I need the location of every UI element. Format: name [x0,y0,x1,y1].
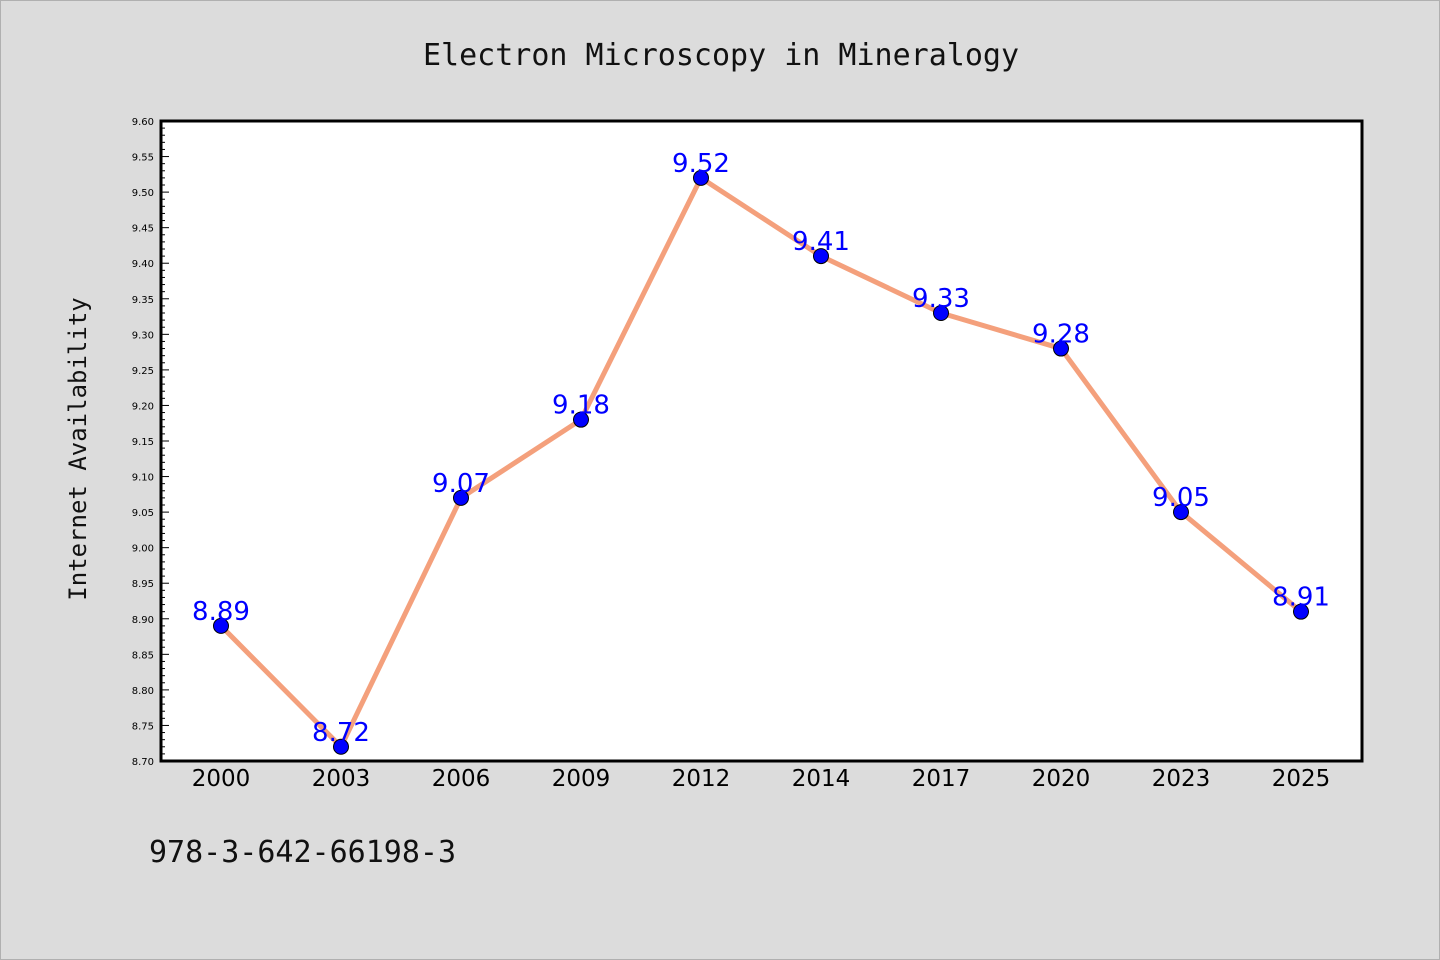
x-tick-label: 2025 [1272,766,1331,792]
data-label: 9.18 [552,391,610,421]
data-point [693,169,709,186]
data-label: 9.33 [912,284,970,314]
y-tick-label: 8.70 [132,757,154,768]
x-tick-label: 2003 [312,766,371,792]
y-tick-label: 9.50 [132,188,154,199]
y-tick-label: 9.15 [132,437,154,448]
x-tick-label: 2012 [672,766,731,792]
data-point [1173,504,1189,521]
data-label: 8.89 [192,597,250,627]
y-tick-label: 9.25 [132,366,154,377]
x-axis: 2000 2003 2006 2009 2012 2014 2017 2020 2023 2025 [192,766,1331,792]
y-axis-label: Internet Availability [64,297,92,600]
data-series [213,169,1309,755]
data-point [813,248,829,265]
y-tick-label: 9.05 [132,508,154,519]
y-tick-label: 9.45 [132,224,154,235]
data-label: 9.52 [672,149,730,179]
data-label: 9.07 [432,469,490,499]
y-tick-label: 9.00 [132,544,154,555]
data-labels: 8.89 8.72 9.07 9.18 9.52 9.41 9.33 9.28 9.05 8.91 [192,149,1330,748]
x-tick-label: 2014 [792,766,851,792]
data-point [333,738,349,755]
x-tick-label: 2006 [432,766,491,792]
data-point [933,305,949,321]
data-point [1293,603,1309,620]
y-tick-label: 8.95 [132,579,154,590]
data-label: 9.41 [792,227,850,257]
y-tick-label: 9.20 [132,401,154,412]
data-point [1053,340,1069,357]
x-tick-label: 2020 [1032,766,1091,792]
x-tick-label: 2017 [912,766,971,792]
isbn-code: 978-3-642-66198-3 [149,835,457,870]
x-tick-label: 2000 [192,766,251,792]
y-tick-label: 8.80 [132,686,154,697]
y-tick-label: 9.60 [132,117,154,128]
data-label: 8.91 [1272,583,1330,613]
y-axis: 8.70 8.75 8.80 8.85 8.90 8.95 9.00 9.05 9.10 9.15… [132,117,169,768]
y-tick-label: 8.90 [132,615,154,626]
plot-area [159,119,1364,763]
data-point [573,411,589,428]
series-line [219,175,1303,750]
y-tick-label: 9.10 [132,473,154,484]
data-label: 9.28 [1032,320,1090,350]
y-tick-label: 8.75 [132,721,154,732]
y-tick-label: 9.30 [132,330,154,341]
y-tick-label: 9.35 [132,295,154,306]
data-point [453,489,469,506]
y-tick-label: 9.40 [132,259,154,270]
data-label: 8.72 [312,718,370,748]
chart-title: Electron Microscopy in Mineralogy [423,38,1019,73]
x-tick-label: 2009 [552,766,611,792]
data-label: 9.05 [1152,483,1210,513]
x-tick-label: 2023 [1152,766,1211,792]
y-tick-label: 8.85 [132,650,154,661]
y-tick-label: 9.55 [132,153,154,164]
data-point [213,617,229,634]
